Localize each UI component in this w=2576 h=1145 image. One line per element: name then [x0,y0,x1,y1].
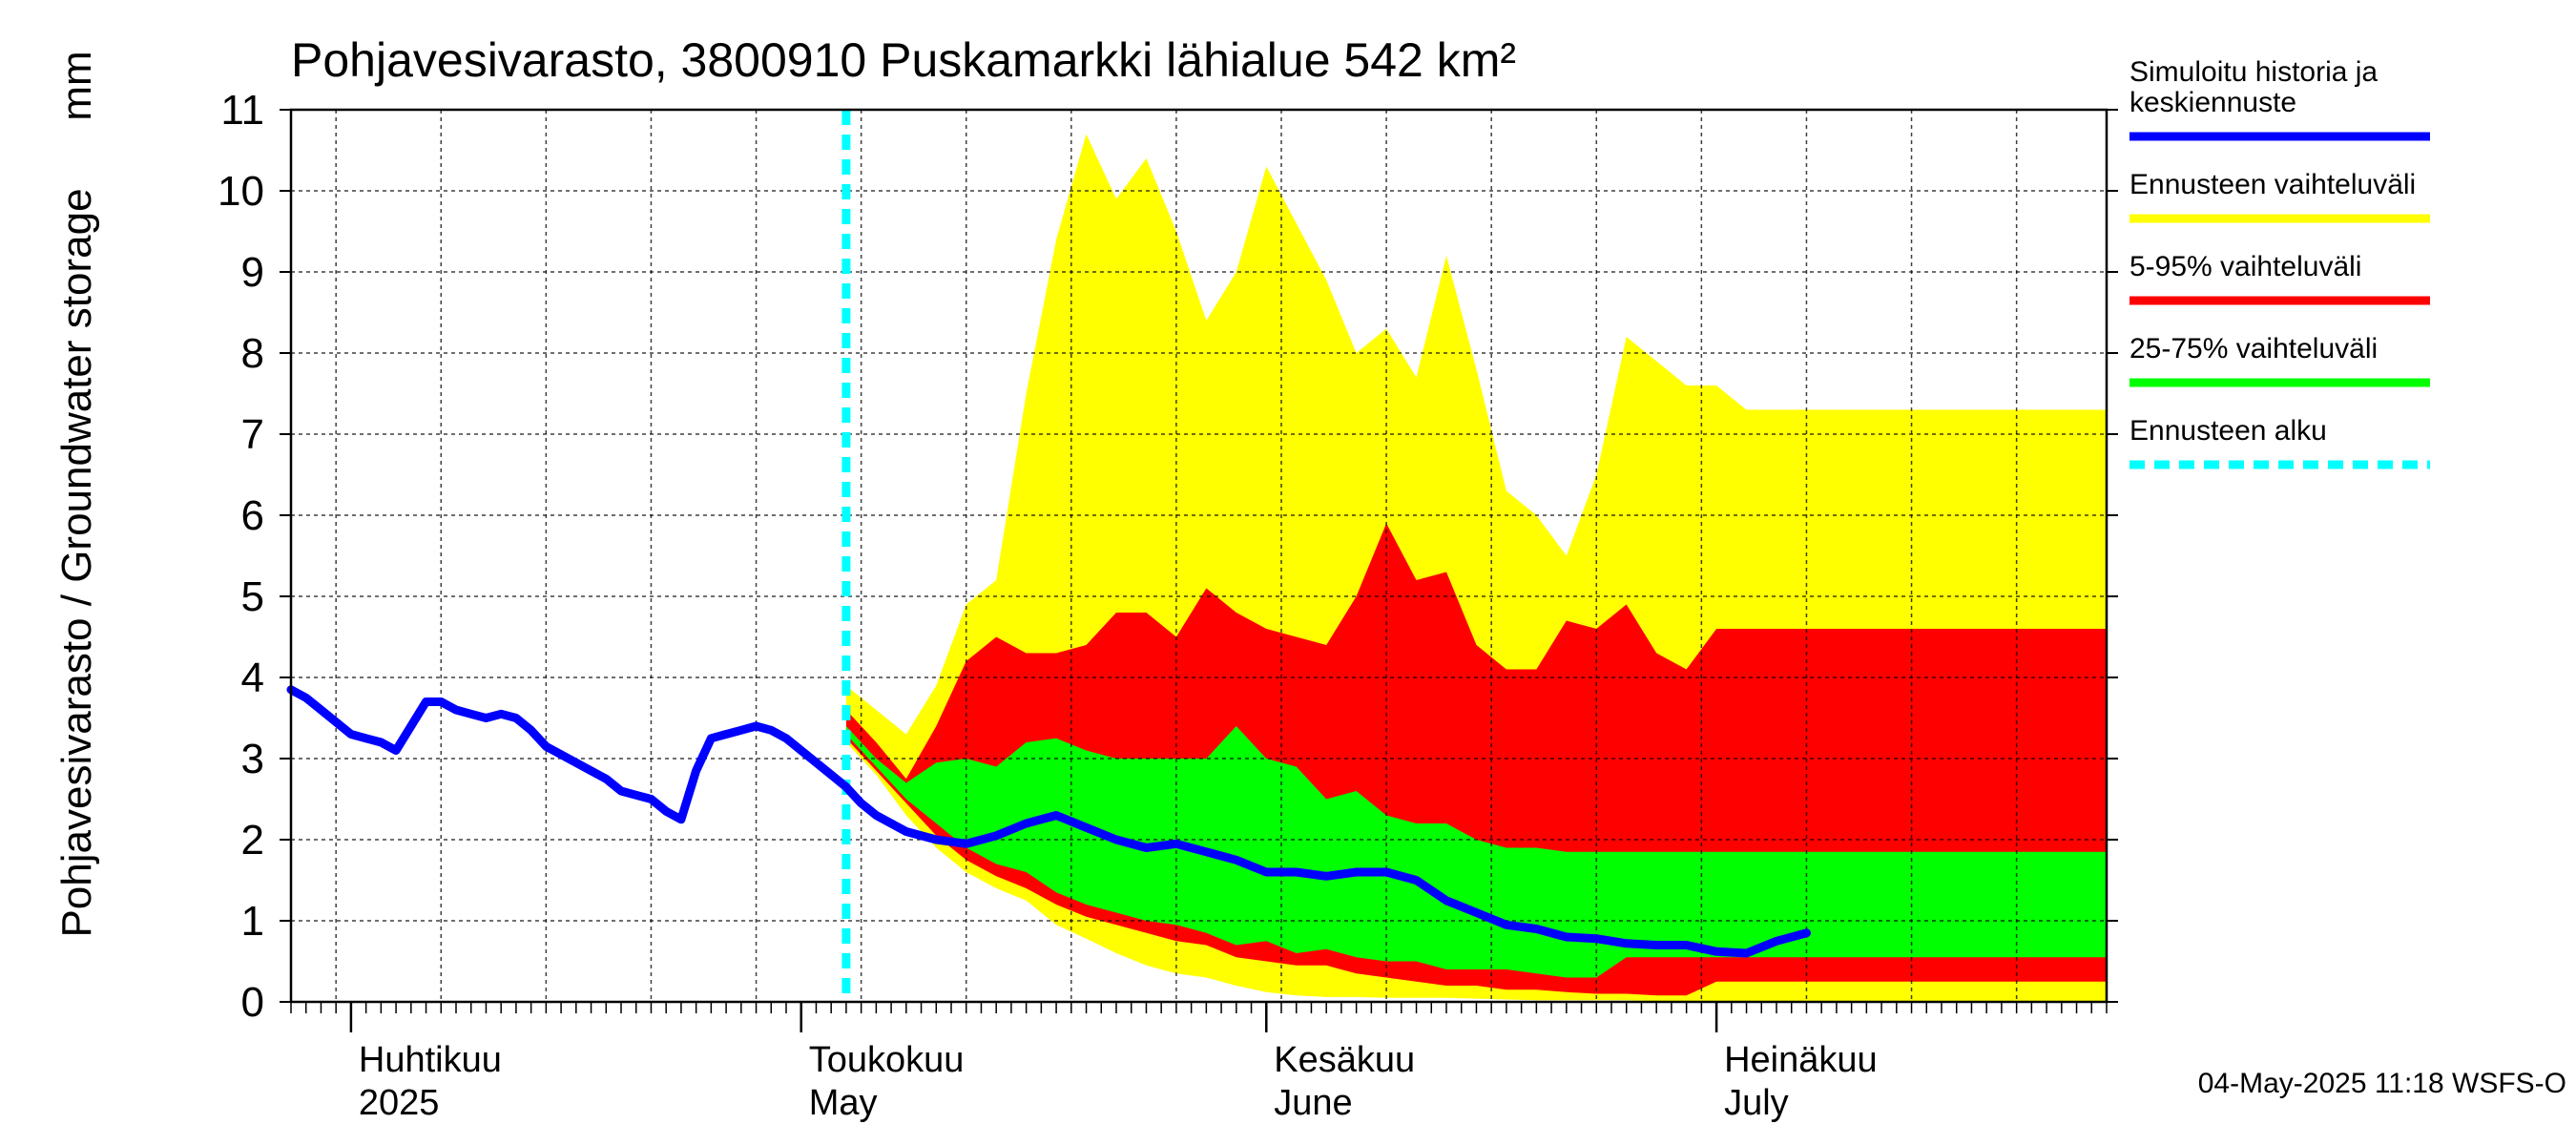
timestamp-footer: 04-May-2025 11:18 WSFS-O [2198,1068,2566,1099]
legend-label: 5-95% vaihteluväli [2129,251,2361,282]
legend-label: Simuloitu historia ja [2129,56,2378,88]
y-tick-label: 8 [241,330,264,377]
legend-label: Ennusteen alku [2129,415,2327,447]
band-25-75 [845,726,2107,978]
chart-title: Pohjavesivarasto, 3800910 Puskamarkki lä… [291,33,1516,87]
y-tick-label: 2 [241,817,264,864]
y-axis-label: Pohjavesivarasto / Groundwater storage [53,188,100,937]
history-median-line [286,685,1811,958]
y-tick-label: 9 [241,249,264,296]
legend-label: keskiennuste [2129,87,2296,118]
y-tick-label: 6 [241,492,264,539]
y-axis-unit: mm [53,51,100,120]
x-month-sublabel: July [1724,1083,1789,1123]
legend-label: 25-75% vaihteluväli [2129,333,2378,364]
y-tick-label: 7 [241,411,264,458]
y-tick-label: 3 [241,736,264,782]
y-tick-label: 0 [241,979,264,1026]
legend-label: Ennusteen vaihteluväli [2129,169,2416,200]
y-tick-label: 11 [220,87,264,134]
x-month-sublabel: May [809,1083,878,1123]
x-month-sublabel: June [1274,1083,1352,1123]
plot-frame [289,108,2109,1004]
x-month-sublabel: 2025 [359,1083,440,1123]
y-tick-label: 10 [218,168,264,215]
y-tick-label: 4 [241,655,264,701]
x-month-label: Heinäkuu [1724,1040,1878,1080]
y-tick-label: 5 [241,573,264,620]
y-tick-label: 1 [241,898,264,945]
x-month-label: Huhtikuu [359,1040,502,1080]
x-month-label: Kesäkuu [1274,1040,1415,1080]
x-month-label: Toukokuu [809,1040,965,1080]
